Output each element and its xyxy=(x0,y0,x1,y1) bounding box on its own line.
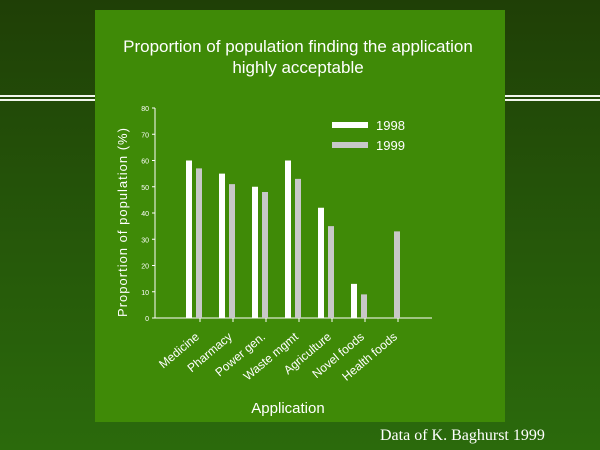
bar-1999-agriculture xyxy=(328,226,334,318)
y-tick-label-10: 10 xyxy=(141,290,149,297)
bar-1999-power-gen- xyxy=(262,192,268,318)
y-tick-label-50: 50 xyxy=(141,185,149,192)
bar-1998-pharmacy xyxy=(219,173,225,318)
bar-1999-health-foods xyxy=(394,231,400,318)
chart-title-line-2: highly acceptable xyxy=(232,58,363,77)
bar-1999-pharmacy xyxy=(229,184,235,318)
bar-1998-novel-foods xyxy=(351,283,357,318)
legend-label-1999: 1999 xyxy=(376,138,405,153)
y-tick-label-60: 60 xyxy=(141,159,149,166)
y-tick-label-40: 40 xyxy=(141,211,149,218)
y-tick-label-0: 0 xyxy=(145,316,149,323)
bar-1999-waste-mgmt xyxy=(295,178,301,318)
bar-1998-power-gen- xyxy=(252,186,258,318)
y-tick-label-70: 70 xyxy=(141,132,149,139)
chart-title-line-1: Proportion of population finding the app… xyxy=(123,37,473,56)
bar-1998-waste-mgmt xyxy=(285,160,291,318)
bar-1999-novel-foods xyxy=(361,294,367,318)
x-axis-label: Application xyxy=(251,400,324,417)
bar-1999-medicine xyxy=(196,168,202,318)
source-note: Data of K. Baghurst 1999 xyxy=(380,427,545,444)
chart-panel: Proportion of population finding the app… xyxy=(95,10,505,422)
y-tick-label-20: 20 xyxy=(141,264,149,271)
y-tick-label-80: 80 xyxy=(141,106,149,113)
y-tick-label-30: 30 xyxy=(141,237,149,244)
legend-swatch-1998 xyxy=(332,122,368,128)
legend-label-1998: 1998 xyxy=(376,118,405,133)
y-axis-label: Proportion of population (%) xyxy=(115,127,130,317)
bar-1998-agriculture xyxy=(318,207,324,318)
legend-swatch-1999 xyxy=(332,142,368,148)
bar-chart: Proportion of population finding the app… xyxy=(115,37,473,417)
bar-1998-medicine xyxy=(186,160,192,318)
